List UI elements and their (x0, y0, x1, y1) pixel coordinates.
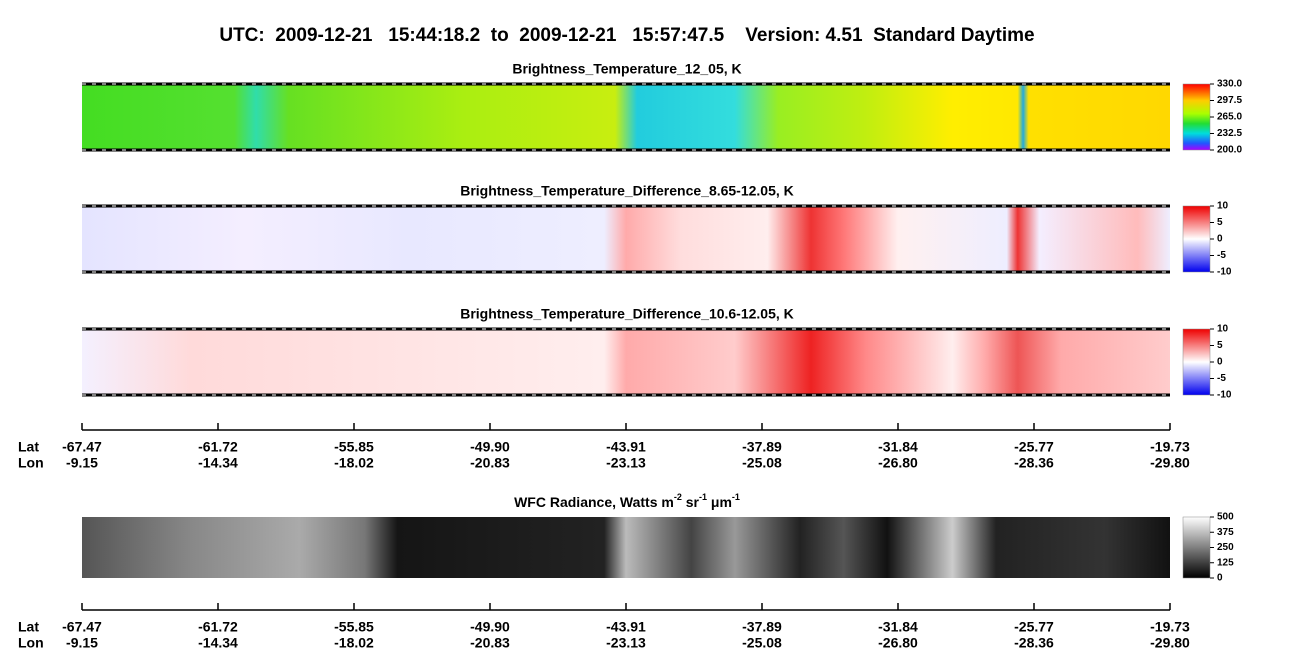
lon-label: -18.02 (334, 455, 374, 471)
lat-label: -19.73 (1150, 619, 1190, 635)
lat-label: -49.90 (470, 439, 510, 455)
colorbar-label: 125 (1217, 557, 1234, 568)
lat-label: -37.89 (742, 619, 782, 635)
lon-label: -29.80 (1150, 635, 1190, 651)
colorbar-label: 10 (1217, 324, 1229, 335)
lon-label: -28.36 (1014, 635, 1054, 651)
lon-label: -29.80 (1150, 455, 1190, 471)
panel-title: Brightness_Temperature_Difference_8.65-1… (460, 183, 794, 199)
colorbar-label: 330.0 (1217, 79, 1242, 90)
image-strip (82, 84, 1170, 150)
colorbar-label: 0 (1217, 573, 1223, 584)
lat-label: -43.91 (606, 439, 646, 455)
image-strip (82, 329, 1170, 395)
title-part: sr (682, 494, 700, 510)
image-strip (82, 517, 1170, 578)
colorbar-label: 232.5 (1217, 128, 1242, 139)
lon-label: -25.08 (742, 455, 782, 471)
lon-label: -23.13 (606, 635, 646, 651)
lon-label: -26.80 (878, 635, 918, 651)
lon-label: -9.15 (66, 635, 98, 651)
colorbar-label: 200.0 (1217, 145, 1242, 156)
lat-label: -43.91 (606, 619, 646, 635)
colorbar-label: 10 (1217, 201, 1229, 212)
lat-label: -49.90 (470, 619, 510, 635)
lon-label: -26.80 (878, 455, 918, 471)
lat-label: -67.47 (62, 619, 102, 635)
lat-label: -19.73 (1150, 439, 1190, 455)
lat-label: -25.77 (1014, 439, 1054, 455)
colorbar-label: 0 (1217, 357, 1223, 368)
colorbar-label: -10 (1217, 390, 1232, 401)
superscript: -1 (732, 492, 740, 502)
lat-label: -31.84 (878, 619, 918, 635)
colorbar-label: 375 (1217, 527, 1234, 538)
lat-label: -55.85 (334, 439, 374, 455)
colorbar-label: 265.0 (1217, 112, 1242, 123)
lon-label: -28.36 (1014, 455, 1054, 471)
lat-label: -25.77 (1014, 619, 1054, 635)
lon-label: -25.08 (742, 635, 782, 651)
lon-label: -23.13 (606, 455, 646, 471)
colorbar-label: -5 (1217, 373, 1226, 384)
image-strip (82, 206, 1170, 272)
lat-label: -55.85 (334, 619, 374, 635)
lon-label: -14.34 (198, 635, 238, 651)
lat-label: -31.84 (878, 439, 918, 455)
lon-label: -18.02 (334, 635, 374, 651)
superscript: -2 (674, 492, 682, 502)
colorbar (1182, 516, 1211, 579)
colorbar-label: 297.5 (1217, 95, 1242, 106)
lat-label: -61.72 (198, 439, 238, 455)
lon-label: -20.83 (470, 455, 510, 471)
lat-label: -37.89 (742, 439, 782, 455)
colorbar-label: -5 (1217, 250, 1226, 261)
lon-label: -14.34 (198, 455, 238, 471)
lat-label: -67.47 (62, 439, 102, 455)
axis-row-label: Lat (18, 619, 39, 635)
title-part: WFC Radiance, Watts m (514, 494, 674, 510)
superscript: -1 (699, 492, 707, 502)
colorbar (1182, 205, 1211, 273)
colorbar-label: 250 (1217, 542, 1234, 553)
lat-label: -61.72 (198, 619, 238, 635)
axis-row-label: Lon (18, 455, 44, 471)
lon-label: -9.15 (66, 455, 98, 471)
title-part: μm (707, 494, 732, 510)
axis-row-label: Lat (18, 439, 39, 455)
colorbar-label: 5 (1217, 217, 1223, 228)
colorbar-label: 500 (1217, 512, 1234, 523)
colorbar (1182, 328, 1211, 396)
colorbar-label: 5 (1217, 340, 1223, 351)
axis-row-label: Lon (18, 635, 44, 651)
page-title: UTC: 2009-12-21 15:44:18.2 to 2009-12-21… (219, 25, 1034, 46)
lon-label: -20.83 (470, 635, 510, 651)
panel-title: Brightness_Temperature_Difference_10.6-1… (460, 306, 794, 322)
colorbar-label: -10 (1217, 267, 1232, 278)
panel-title: Brightness_Temperature_12_05, K (512, 61, 741, 77)
colorbar (1182, 83, 1211, 151)
panel-title: WFC Radiance, Watts m-2 sr-1 μm-1 (514, 492, 740, 509)
colorbar-label: 0 (1217, 234, 1223, 245)
